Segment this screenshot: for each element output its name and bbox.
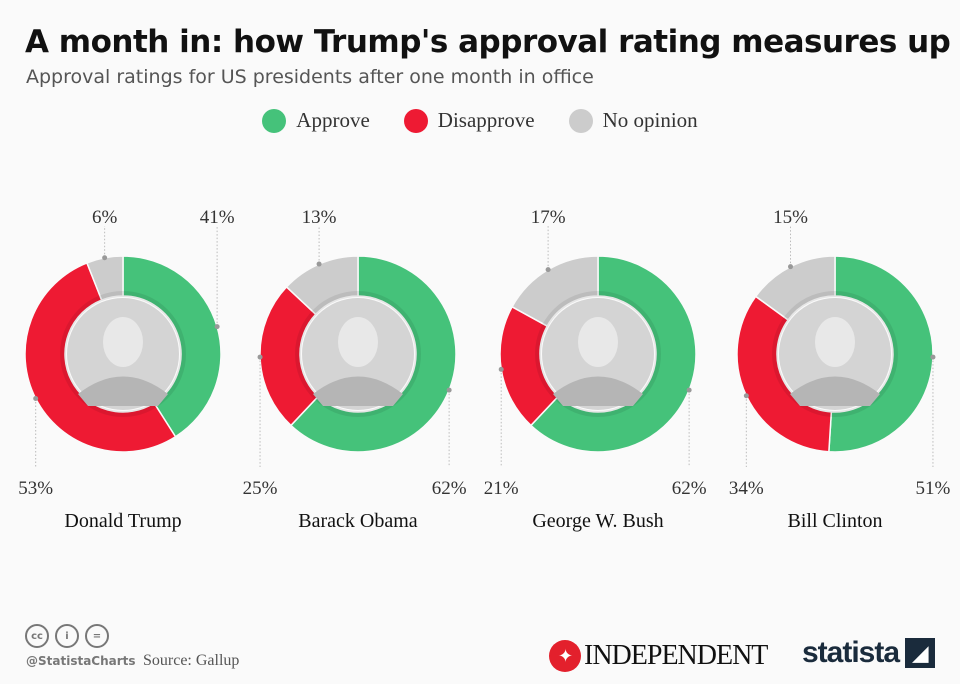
- legend-item-no-opinion: No opinion: [568, 108, 698, 133]
- portrait-shoulders: [313, 376, 403, 406]
- president-name: Donald Trump: [64, 510, 181, 532]
- value-label: 53%: [18, 478, 53, 499]
- value-label: 41%: [200, 207, 235, 228]
- leader-dot: [788, 264, 794, 270]
- legend-swatch: [262, 108, 287, 133]
- independent-logo: ✦ INDEPENDENT: [549, 640, 768, 672]
- leader-dot: [102, 255, 108, 261]
- value-label: 21%: [484, 478, 519, 499]
- value-label: 17%: [531, 207, 566, 228]
- portrait-face: [103, 317, 143, 367]
- leader-dot: [930, 354, 936, 360]
- value-label: 51%: [916, 478, 951, 499]
- donut-slice-approve: [122, 255, 222, 438]
- license-icons: cc i =: [25, 624, 109, 648]
- portrait-shoulders: [790, 376, 880, 406]
- chart-subtitle: Approval ratings for US presidents after…: [26, 66, 594, 88]
- donut-slice-no-opinion: [85, 255, 124, 302]
- value-label: 34%: [729, 478, 764, 499]
- leader-dot: [257, 354, 263, 360]
- publisher-name: INDEPENDENT: [584, 640, 768, 671]
- portrait-shoulders: [553, 376, 643, 406]
- portrait-face: [578, 317, 618, 367]
- value-label: 25%: [243, 478, 278, 499]
- leader-dot: [545, 267, 551, 273]
- leader-dot: [316, 261, 322, 267]
- legend-item-disapprove: Disapprove: [403, 108, 535, 133]
- president-name: George W. Bush: [532, 510, 663, 532]
- legend-swatch: [403, 108, 428, 133]
- cc-icon: cc: [25, 624, 49, 648]
- president-name: Barack Obama: [298, 510, 418, 532]
- leader-dot: [33, 395, 39, 401]
- no-derivatives-icon: =: [85, 624, 109, 648]
- value-label: 62%: [432, 478, 467, 499]
- attribution-icon: i: [55, 624, 79, 648]
- leader-dot: [214, 324, 220, 330]
- value-label: 15%: [773, 207, 808, 228]
- inner-ring: [772, 291, 898, 417]
- donut-slice-approve: [529, 255, 697, 453]
- donut-slice-no-opinion: [511, 255, 599, 328]
- inner-ring: [60, 291, 186, 417]
- value-label: 6%: [92, 207, 118, 228]
- statista-handle: @StatistaCharts: [26, 654, 136, 668]
- chart-title: A month in: how Trump's approval rating …: [25, 24, 951, 60]
- statista-mark-icon: ◢: [905, 638, 936, 668]
- leader-dot: [686, 387, 692, 393]
- president-name: Bill Clinton: [787, 510, 882, 532]
- eagle-icon: ✦: [549, 640, 581, 672]
- value-label: 13%: [302, 207, 337, 228]
- donut-slice-approve: [828, 255, 934, 453]
- leader-dot: [446, 387, 452, 393]
- leader-dot: [743, 393, 749, 399]
- legend-label: No opinion: [602, 108, 698, 132]
- legend-label: Approve: [296, 108, 370, 132]
- portrait-face: [815, 317, 855, 367]
- donut-slice-approve: [289, 255, 457, 453]
- leader-dot: [498, 366, 504, 372]
- legend-label: Disapprove: [437, 108, 535, 132]
- inner-ring: [295, 291, 421, 417]
- portrait-shoulders: [78, 376, 168, 406]
- donut-slice-no-opinion: [285, 255, 359, 316]
- legend-item-approve: Approve: [262, 108, 370, 133]
- value-label: 62%: [672, 478, 707, 499]
- inner-ring: [535, 291, 661, 417]
- donut-slice-no-opinion: [754, 255, 836, 321]
- source: Source: Gallup: [143, 652, 240, 669]
- legend: Approve Disapprove No opinion: [0, 108, 960, 133]
- portrait-face: [338, 317, 378, 367]
- brand-name: statista: [802, 636, 900, 669]
- legend-swatch: [568, 108, 593, 133]
- statista-logo: statista ◢: [802, 636, 936, 670]
